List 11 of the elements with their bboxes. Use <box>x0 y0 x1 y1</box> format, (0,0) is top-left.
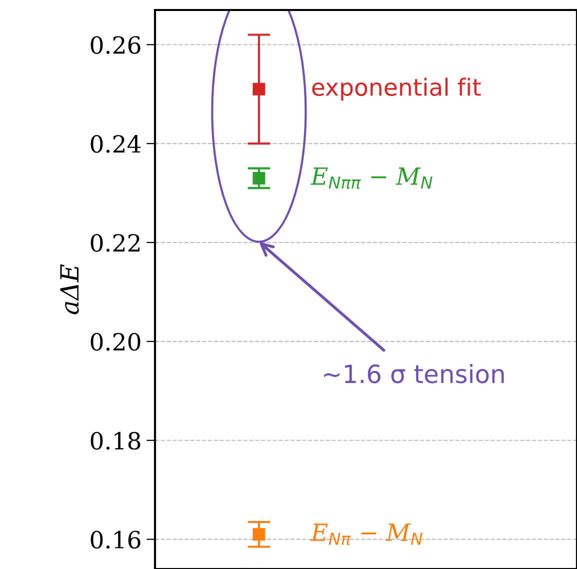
y-axis-title: aΔE <box>60 264 79 314</box>
text: exponential fit <box>312 78 481 101</box>
y-tick-label: 0.24 <box>90 135 141 153</box>
y-tick-label: 0.26 <box>90 36 140 54</box>
annotation: ∼1.6 σ tension <box>324 364 504 384</box>
y-tick-label: 0.22 <box>90 234 140 252</box>
series-label: E$_{Nπ}$ − M$_{N}$ <box>310 524 422 546</box>
y-tick-label: 0.18 <box>90 432 140 450</box>
y-tick-label: 0.16 <box>90 530 140 549</box>
y-tick-label: 0.20 <box>90 332 140 351</box>
series-label: E$_{Nππ}$ − M$_{N}$ <box>310 167 432 189</box>
